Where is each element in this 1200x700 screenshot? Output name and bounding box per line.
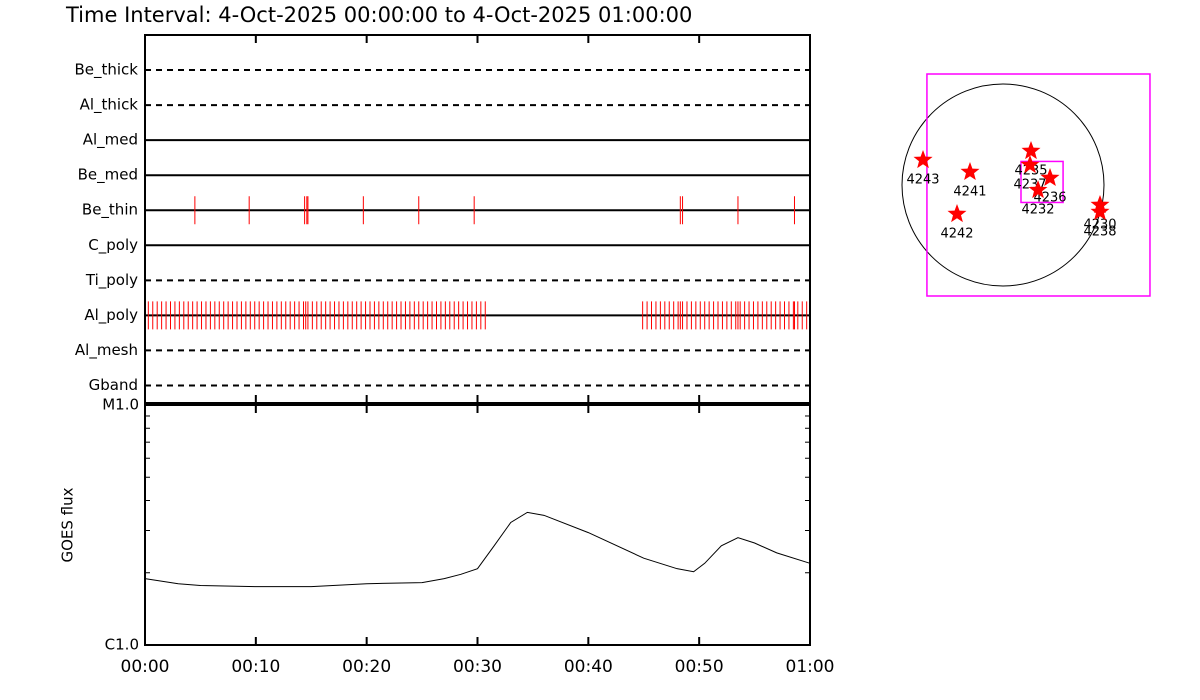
solar-limb <box>901 83 1105 287</box>
panel-frame <box>144 34 811 404</box>
row-label: Al_thick <box>80 96 139 115</box>
y-tick-label: M1.0 <box>102 396 139 414</box>
region-star <box>960 162 980 180</box>
x-tick-label: 00:30 <box>453 657 502 677</box>
region-star <box>1021 141 1041 160</box>
region-label: 4238 <box>1083 225 1116 240</box>
chart-title: Time Interval: 4-Oct-2025 00:00:00 to 4-… <box>65 3 692 27</box>
region-star <box>1028 180 1048 199</box>
row-label: Be_thick <box>74 61 138 80</box>
row-label: Be_thin <box>82 201 138 220</box>
row-label: Ti_poly <box>85 271 138 290</box>
region-star <box>1090 202 1110 221</box>
region-star <box>1020 155 1040 174</box>
x-tick-label: 00:10 <box>231 657 280 677</box>
region-label: 4241 <box>953 184 986 199</box>
x-tick-label: 01:00 <box>786 657 835 677</box>
region-star <box>1040 168 1060 186</box>
x-tick-label: 00:40 <box>564 657 613 677</box>
row-label: Al_mesh <box>75 341 138 360</box>
row-label: Al_med <box>83 131 138 150</box>
x-tick-label: 00:50 <box>675 657 724 677</box>
region-label: 4230 <box>1083 217 1116 232</box>
region-label: 4232 <box>1021 203 1054 218</box>
y-axis-title: GOES flux <box>59 487 77 562</box>
row-label: Be_med <box>78 166 138 185</box>
row-label: Gband <box>89 376 138 394</box>
panel-frame <box>144 404 811 646</box>
row-label: Al_poly <box>84 306 138 325</box>
row-label: C_poly <box>88 236 138 255</box>
y-tick-label: C1.0 <box>105 636 139 654</box>
region-label: 4235 <box>1014 164 1047 179</box>
region-label: 4242 <box>940 227 973 242</box>
region-star <box>947 204 967 223</box>
fov-box <box>1020 160 1064 204</box>
x-tick-label: 00:00 <box>121 657 170 677</box>
region-label: 4243 <box>906 172 939 187</box>
region-star <box>913 150 933 169</box>
x-tick-label: 00:20 <box>342 657 391 677</box>
fov-box <box>926 73 1151 297</box>
goes-line <box>144 511 811 588</box>
